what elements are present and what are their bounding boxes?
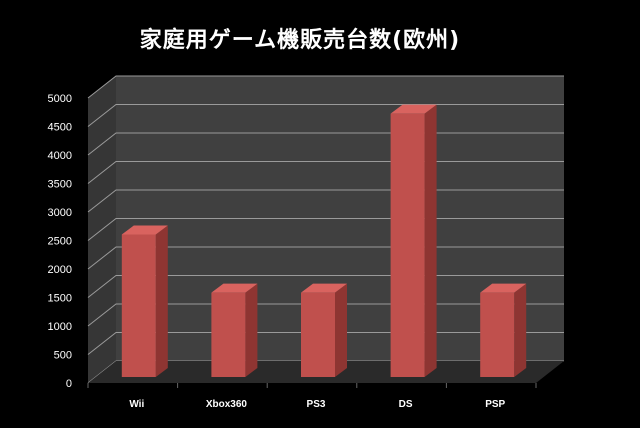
bar-top: [390, 104, 437, 114]
y-tick-label: 1000: [48, 321, 72, 333]
bar-xbox360: [211, 283, 258, 377]
bar-ds: [390, 104, 437, 377]
x-axis-category-labels: Wii Xbox360 PS3 DS PSP: [129, 399, 505, 410]
bar-front: [301, 292, 335, 377]
bar-front: [121, 234, 156, 377]
x-category-label: Wii: [129, 399, 144, 410]
x-category-label: PSP: [485, 399, 505, 410]
bars: [121, 104, 527, 377]
x-category-label: Xbox360: [206, 399, 248, 410]
y-tick-label: 500: [54, 350, 72, 362]
y-tick-label: 3000: [48, 207, 72, 219]
y-tick-label: 4000: [48, 150, 72, 162]
bar-side: [424, 104, 437, 377]
bar-front: [211, 292, 246, 377]
bar-side: [245, 283, 258, 377]
y-tick-label: 2000: [48, 264, 72, 276]
chart-title: 家庭用ゲーム機販売台数(欧州): [139, 28, 461, 53]
bar-front: [390, 113, 425, 377]
bar-side: [514, 283, 527, 377]
bar-top: [480, 283, 527, 293]
y-tick-label: 2500: [48, 236, 72, 248]
bar-side: [335, 283, 347, 377]
gridline: [87, 104, 564, 127]
y-tick-label: 0: [66, 378, 72, 390]
bar-psp: [480, 283, 527, 377]
bar-top: [211, 283, 258, 293]
y-tick-label: 5000: [48, 93, 72, 105]
x-category-label: PS3: [307, 399, 326, 410]
bar-top: [301, 283, 347, 293]
bar-wii: [121, 225, 168, 377]
y-axis-tick-labels: 0 500 1000 1500 2000 2500 3000 3500 4000 4500 5000: [48, 93, 72, 390]
bar-ps3: [301, 283, 347, 377]
bar-front: [480, 292, 515, 377]
x-category-label: DS: [399, 399, 413, 410]
y-tick-label: 1500: [48, 293, 72, 305]
bar-side: [155, 225, 168, 377]
gridline: [87, 75, 564, 99]
y-tick-label: 4500: [48, 122, 72, 134]
y-tick-label: 3500: [48, 179, 72, 191]
bar-top: [121, 225, 168, 235]
